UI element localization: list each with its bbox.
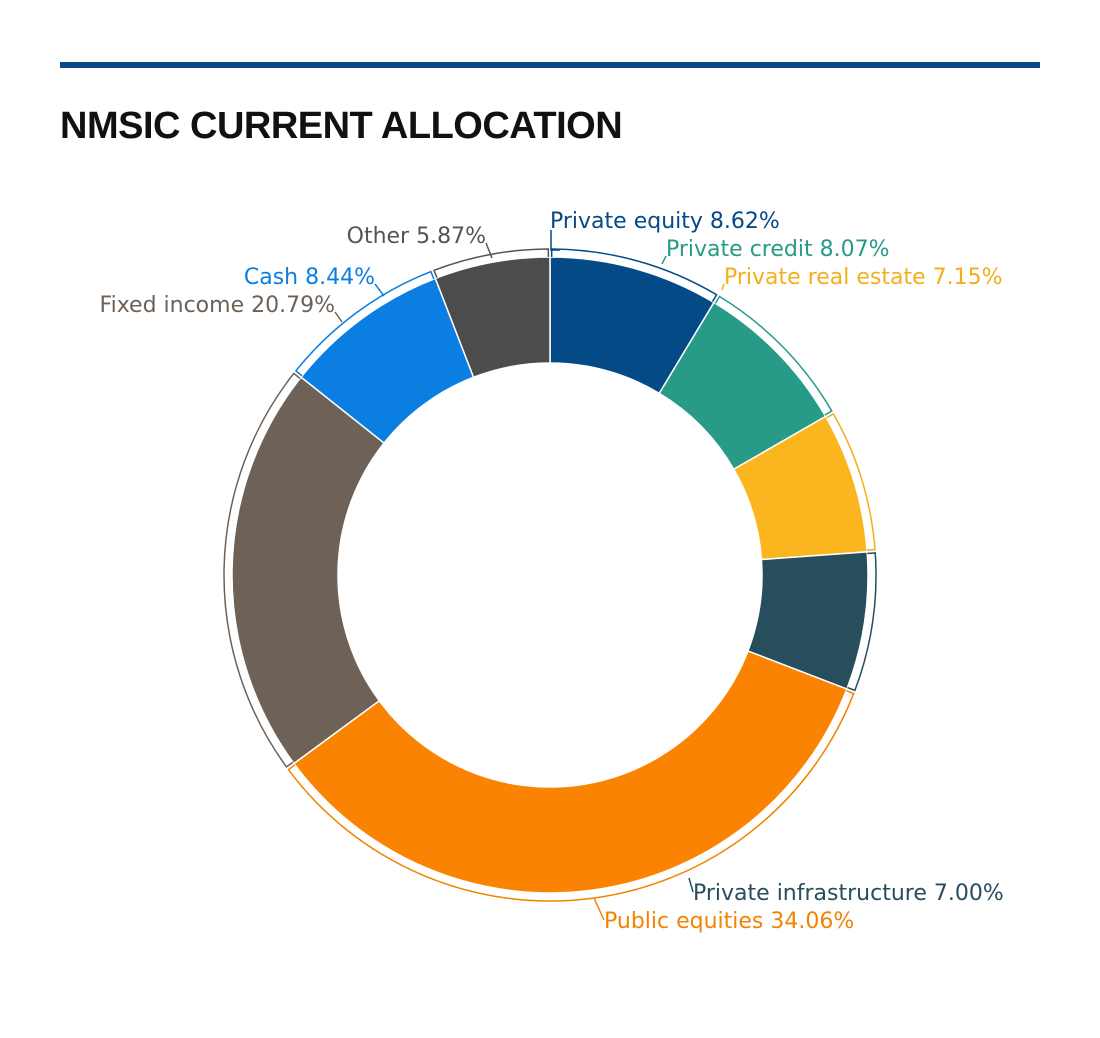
- slice-fixed-income: [231, 376, 386, 765]
- slice-other: [434, 256, 551, 379]
- label-other: Other 5.87%: [347, 224, 486, 249]
- top-rule: [60, 62, 1040, 68]
- label-private-infrastructure: Private infrastructure 7.00%: [693, 881, 1004, 906]
- leader-public-equities: [593, 897, 605, 921]
- label-fixed-income: Fixed income 20.79%: [100, 293, 335, 318]
- leader-private-infrastructure: [688, 877, 694, 893]
- leader-cash: [374, 283, 385, 297]
- leader-private-equity: [550, 230, 560, 251]
- label-private-credit: Private credit 8.07%: [666, 237, 889, 262]
- bracket-private-real-estate: [826, 412, 876, 551]
- bracket-fixed-income: [223, 372, 301, 768]
- leader-fixed-income: [334, 311, 343, 323]
- leader-private-credit: [661, 255, 667, 265]
- label-private-real-estate: Private real estate 7.15%: [724, 265, 1003, 290]
- leader-other: [485, 242, 493, 259]
- label-cash: Cash 8.44%: [244, 265, 375, 290]
- bracket-cash: [294, 270, 435, 377]
- bracket-private-infrastructure: [847, 552, 877, 692]
- label-public-equities: Public equities 34.06%: [604, 909, 854, 934]
- page-title: NMSIC CURRENT ALLOCATION: [60, 105, 623, 147]
- bracket-private-credit: [714, 295, 833, 416]
- bracket-public-equities: [287, 689, 855, 902]
- label-private-equity: Private equity 8.62%: [550, 209, 780, 234]
- bracket-private-equity: [550, 248, 718, 303]
- slice-public-equities: [292, 650, 848, 894]
- leader-private-real-estate: [721, 283, 725, 291]
